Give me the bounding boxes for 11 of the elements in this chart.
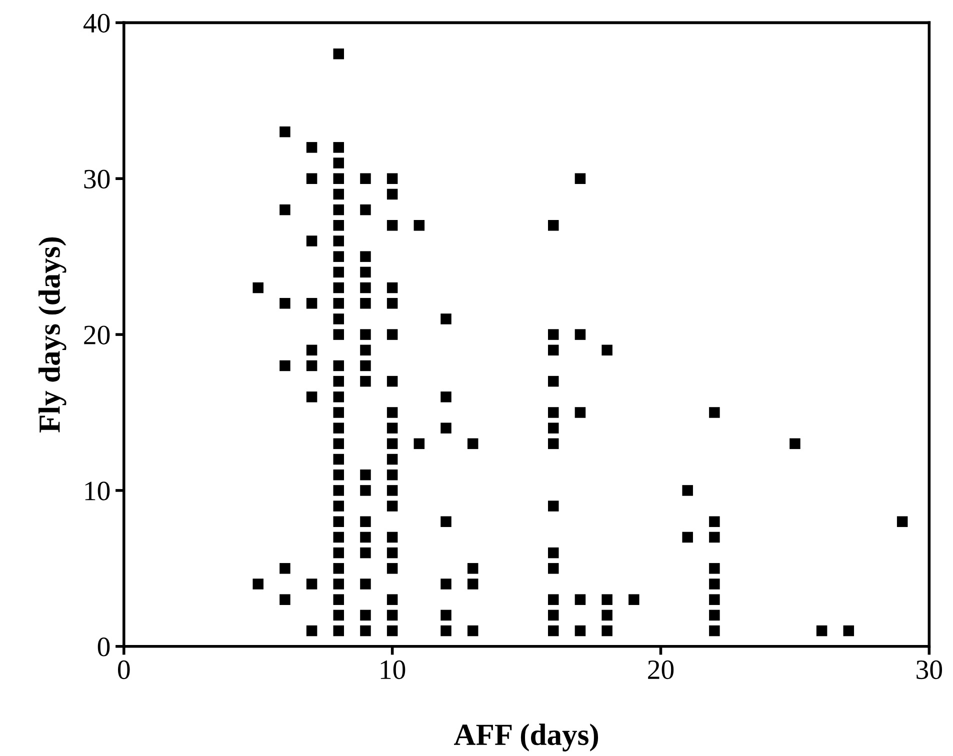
x-tick-label: 10 [380, 660, 406, 680]
x-tick-label: 0 [118, 660, 130, 680]
x-tick-label: 20 [648, 660, 674, 680]
x-tick-label: 30 [916, 660, 942, 680]
y-tick-label: 10 [85, 482, 110, 500]
y-tick-label: 0 [98, 638, 110, 656]
y-tick-label: 40 [83, 14, 110, 33]
y-tick-label: 30 [84, 170, 110, 189]
y-axis-title: Fly days (days) [38, 237, 66, 432]
x-axis-title: AFF (days) [454, 724, 598, 752]
y-tick-label: 20 [84, 326, 110, 344]
